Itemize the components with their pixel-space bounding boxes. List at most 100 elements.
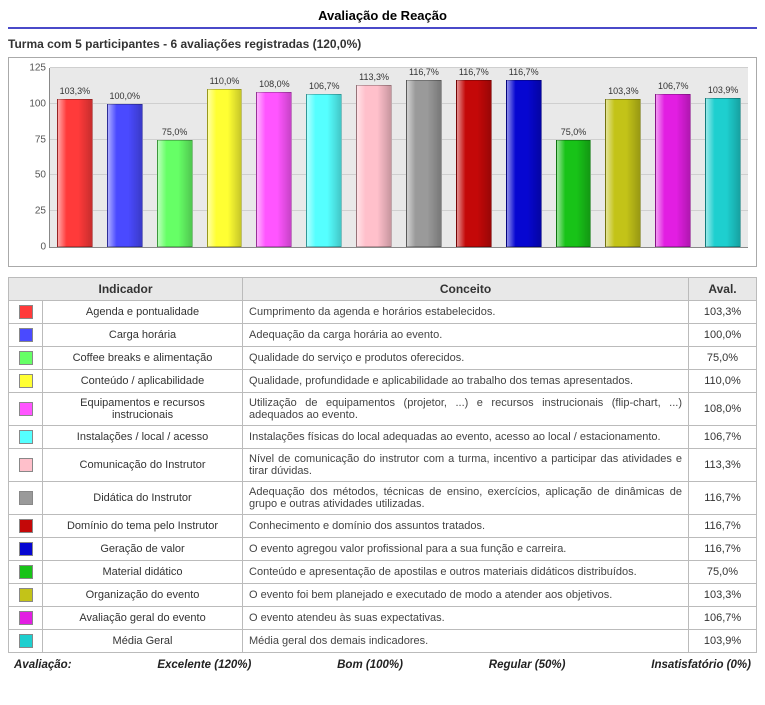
chart-ytick-label: 100 <box>16 98 46 109</box>
chart-bar-slot: 106,7% <box>648 68 698 247</box>
swatch-cell <box>9 347 43 370</box>
th-aval: Aval. <box>689 278 757 301</box>
concept-cell: Conteúdo e apresentação de apostilas e o… <box>243 561 689 584</box>
chart-bar: 100,0% <box>107 104 143 247</box>
concept-cell: Média geral dos demais indicadores. <box>243 630 689 653</box>
chart-bar-label: 113,3% <box>359 72 389 82</box>
table-header-row: Indicador Conceito Aval. <box>9 278 757 301</box>
table-row: Comunicação do InstrutorNível de comunic… <box>9 449 757 482</box>
value-cell: 103,3% <box>689 584 757 607</box>
chart-bar-label: 75,0% <box>162 127 188 137</box>
indicator-cell: Organização do evento <box>43 584 243 607</box>
value-cell: 113,3% <box>689 449 757 482</box>
indicator-table: Indicador Conceito Aval. Agenda e pontua… <box>8 277 757 653</box>
chart-bar: 103,9% <box>705 98 741 247</box>
page-title: Avaliação de Reação <box>8 4 757 25</box>
concept-cell: Adequação da carga horária ao evento. <box>243 324 689 347</box>
color-swatch <box>19 542 33 556</box>
table-row: Conteúdo / aplicabilidadeQualidade, prof… <box>9 370 757 393</box>
concept-cell: Conhecimento e domínio dos assuntos trat… <box>243 515 689 538</box>
page-subtitle: Turma com 5 participantes - 6 avaliações… <box>8 37 757 51</box>
color-swatch <box>19 634 33 648</box>
chart-bar-label: 100,0% <box>110 91 141 101</box>
swatch-cell <box>9 482 43 515</box>
table-row: Domínio do tema pelo InstrutorConhecimen… <box>9 515 757 538</box>
indicator-cell: Comunicação do Instrutor <box>43 449 243 482</box>
indicator-cell: Conteúdo / aplicabilidade <box>43 370 243 393</box>
chart-bar-label: 106,7% <box>309 81 340 91</box>
indicator-cell: Didática do Instrutor <box>43 482 243 515</box>
legend-level: Regular (50%) <box>489 659 566 671</box>
value-cell: 116,7% <box>689 515 757 538</box>
value-cell: 103,9% <box>689 630 757 653</box>
chart-bar-label: 116,7% <box>509 67 539 77</box>
color-swatch <box>19 305 33 319</box>
chart-bar: 106,7% <box>306 94 342 247</box>
indicator-cell: Geração de valor <box>43 538 243 561</box>
table-row: Avaliação geral do eventoO evento atende… <box>9 607 757 630</box>
chart-bar-slot: 108,0% <box>249 68 299 247</box>
chart-bar-slot: 103,3% <box>598 68 648 247</box>
chart-bar: 103,3% <box>605 99 641 247</box>
indicator-cell: Domínio do tema pelo Instrutor <box>43 515 243 538</box>
concept-cell: Qualidade do serviço e produtos oferecid… <box>243 347 689 370</box>
legend-level: Bom (100%) <box>337 659 403 671</box>
chart-bar: 103,3% <box>57 99 93 247</box>
chart-bar-slot: 110,0% <box>200 68 250 247</box>
color-swatch <box>19 430 33 444</box>
chart-ytick-label: 125 <box>16 63 46 74</box>
table-row: Coffee breaks e alimentaçãoQualidade do … <box>9 347 757 370</box>
value-cell: 110,0% <box>689 370 757 393</box>
color-swatch <box>19 402 33 416</box>
chart-ytick-label: 0 <box>16 242 46 253</box>
color-swatch <box>19 374 33 388</box>
chart-bar-label: 103,3% <box>60 86 91 96</box>
chart-bar-slot: 100,0% <box>100 68 150 247</box>
chart-ytick-label: 25 <box>16 206 46 217</box>
indicator-cell: Agenda e pontualidade <box>43 301 243 324</box>
chart-bar: 116,7% <box>456 80 492 247</box>
value-cell: 75,0% <box>689 561 757 584</box>
concept-cell: O evento foi bem planejado e executado d… <box>243 584 689 607</box>
swatch-cell <box>9 561 43 584</box>
concept-cell: Qualidade, profundidade e aplicabilidade… <box>243 370 689 393</box>
concept-cell: Utilização de equipamentos (projetor, ..… <box>243 393 689 426</box>
chart-bar: 75,0% <box>556 140 592 247</box>
legend-level: Insatisfatório (0%) <box>651 659 751 671</box>
table-row: Material didáticoConteúdo e apresentação… <box>9 561 757 584</box>
concept-cell: O evento atendeu às suas expectativas. <box>243 607 689 630</box>
swatch-cell <box>9 449 43 482</box>
indicator-cell: Carga horária <box>43 324 243 347</box>
table-row: Equipamentos e recursos instrucionaisUti… <box>9 393 757 426</box>
table-row: Média GeralMédia geral dos demais indica… <box>9 630 757 653</box>
th-conceito: Conceito <box>243 278 689 301</box>
concept-cell: Adequação dos métodos, técnicas de ensin… <box>243 482 689 515</box>
swatch-cell <box>9 393 43 426</box>
table-row: Instalações / local / acessoInstalações … <box>9 426 757 449</box>
color-swatch <box>19 458 33 472</box>
chart-bar: 116,7% <box>406 80 442 247</box>
swatch-cell <box>9 538 43 561</box>
value-cell: 108,0% <box>689 393 757 426</box>
table-row: Agenda e pontualidadeCumprimento da agen… <box>9 301 757 324</box>
chart-bar-label: 108,0% <box>259 79 290 89</box>
swatch-cell <box>9 324 43 347</box>
chart-bar-label: 116,7% <box>409 67 439 77</box>
color-swatch <box>19 491 33 505</box>
concept-cell: O evento agregou valor profissional para… <box>243 538 689 561</box>
chart-bar-label: 103,9% <box>708 85 739 95</box>
chart-ytick-label: 75 <box>16 134 46 145</box>
th-indicador: Indicador <box>9 278 243 301</box>
swatch-cell <box>9 630 43 653</box>
value-cell: 100,0% <box>689 324 757 347</box>
color-swatch <box>19 588 33 602</box>
chart-bars: 103,3% 100,0% 75,0% 110,0% 108,0% 106,7% 113,3… <box>50 68 748 247</box>
table-row: Geração de valorO evento agregou valor p… <box>9 538 757 561</box>
concept-cell: Instalações físicas do local adequadas a… <box>243 426 689 449</box>
concept-cell: Cumprimento da agenda e horários estabel… <box>243 301 689 324</box>
indicator-cell: Equipamentos e recursos instrucionais <box>43 393 243 426</box>
chart-bar-slot: 106,7% <box>299 68 349 247</box>
table-row: Didática do InstrutorAdequação dos métod… <box>9 482 757 515</box>
chart-bar-label: 106,7% <box>658 81 689 91</box>
color-swatch <box>19 565 33 579</box>
